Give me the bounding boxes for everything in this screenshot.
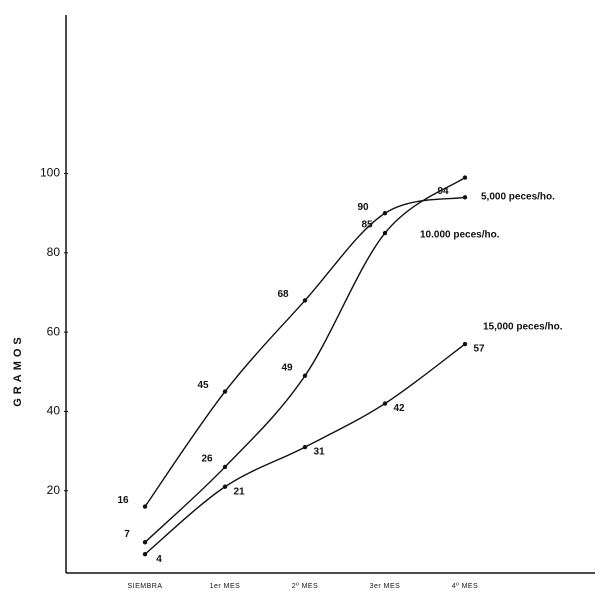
data-point bbox=[462, 341, 468, 347]
legend-label: 5,000 peces/ho. bbox=[481, 192, 555, 203]
value-label: 68 bbox=[277, 289, 289, 300]
value-label: 21 bbox=[233, 486, 245, 497]
x-tick-label: SIEMBRA bbox=[127, 583, 162, 590]
x-tick-label: 2º MES bbox=[292, 583, 319, 590]
value-label: 90 bbox=[357, 202, 369, 213]
value-label: 16 bbox=[117, 495, 129, 506]
y-tick-label: 40 bbox=[47, 404, 61, 418]
value-label: 85 bbox=[361, 220, 373, 231]
x-tick-label: 4º MES bbox=[452, 583, 479, 590]
value-label: 49 bbox=[281, 362, 293, 373]
y-tick-label: 60 bbox=[47, 324, 61, 338]
value-label: 94 bbox=[437, 186, 449, 197]
value-label: 4 bbox=[156, 554, 162, 565]
data-point bbox=[462, 195, 468, 200]
value-label: 26 bbox=[201, 454, 213, 465]
data-point bbox=[302, 444, 308, 450]
value-label: 57 bbox=[473, 344, 485, 355]
series-line bbox=[144, 176, 466, 543]
data-point bbox=[382, 211, 388, 216]
y-tick-label: 80 bbox=[47, 245, 61, 259]
value-label: 31 bbox=[313, 447, 325, 458]
y-tick-label: 20 bbox=[47, 483, 61, 497]
x-tick-label: 3er MES bbox=[370, 583, 401, 590]
legend-label: 10.000 peces/ho. bbox=[420, 230, 500, 241]
data-point bbox=[222, 389, 228, 394]
data-point bbox=[222, 484, 228, 489]
data-point bbox=[222, 464, 228, 470]
data-point bbox=[462, 175, 468, 180]
value-label: 42 bbox=[393, 403, 405, 414]
data-point bbox=[142, 504, 148, 509]
y-axis-label: GRAMOS bbox=[12, 333, 24, 407]
value-label: 45 bbox=[197, 380, 209, 391]
series-line bbox=[144, 196, 466, 507]
data-point bbox=[382, 230, 388, 236]
data-point bbox=[142, 551, 148, 557]
data-point bbox=[302, 298, 308, 303]
value-label: 7 bbox=[124, 529, 130, 540]
data-point bbox=[302, 373, 308, 378]
x-tick-label: 1er MES bbox=[210, 583, 241, 590]
legend-label: 15,000 peces/ho. bbox=[483, 322, 563, 333]
y-tick-label: 100 bbox=[40, 166, 60, 180]
data-point bbox=[382, 401, 388, 406]
data-point bbox=[142, 540, 148, 545]
